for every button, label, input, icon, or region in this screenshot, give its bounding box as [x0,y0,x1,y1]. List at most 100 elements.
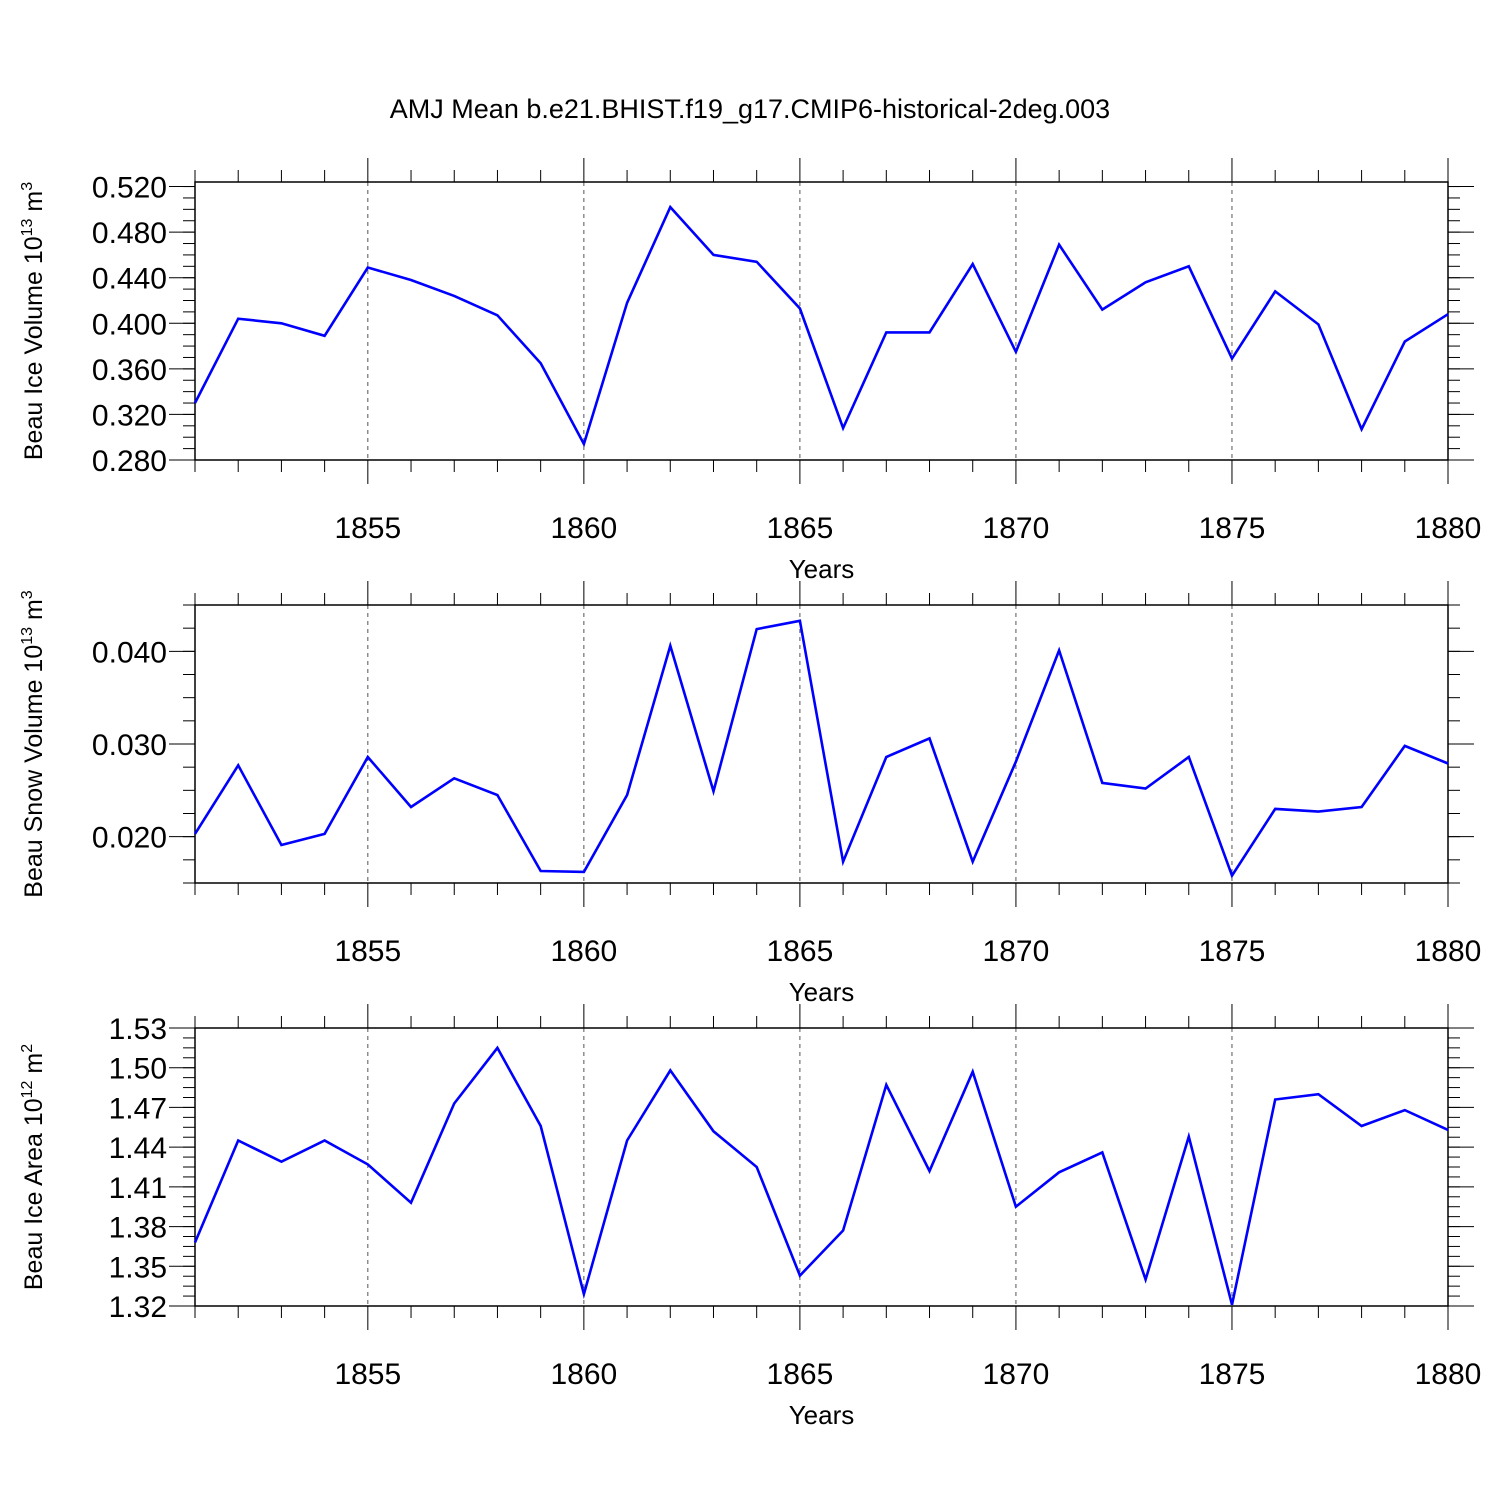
data-point [1360,427,1364,431]
y-tick-label: 1.44 [109,1132,167,1165]
data-point [668,205,672,209]
data-point [495,793,499,797]
x-tick-label: 1855 [334,1358,401,1391]
data-point [668,1068,672,1072]
data-point [409,278,413,282]
data-point [1446,312,1450,316]
y-tick-label: 0.440 [92,263,167,296]
data-point [582,1292,586,1296]
series-line [193,1045,1449,1306]
data-point [625,793,629,797]
x-tick-label: 1860 [550,935,617,968]
y-tick-label: 1.41 [109,1172,167,1205]
y-tick-label: 1.53 [109,1013,167,1046]
x-tick-label: 1865 [767,512,834,545]
plot-frame [194,181,1449,461]
data-point [1100,308,1104,312]
chart-panel-2: 1855 1860 1865 1870 1875 1880 Years 0.020 0.030 0… [19,581,1481,1007]
y-tick-label: 0.040 [92,636,167,669]
data-point [1230,1303,1234,1307]
data-point [798,619,802,623]
data-point [1057,243,1061,247]
data-point [971,1070,975,1074]
data-point [366,755,370,759]
data-point [1057,648,1061,652]
data-point [971,262,975,266]
x-tick-label: 1880 [1415,1358,1482,1391]
x-axis-label: Years [789,977,855,1007]
series-line [193,204,1449,448]
y-tick-label: 0.280 [92,445,167,478]
data-point [1144,786,1148,790]
y-axis-label: Beau Ice Volume 1013 m3 [19,182,48,460]
data-point [755,627,759,631]
data-point [452,776,456,780]
data-point [1273,289,1277,293]
data-point [798,306,802,310]
data-point [928,736,932,740]
data-point [323,1139,327,1143]
data-point [1144,280,1148,284]
data-point [1403,744,1407,748]
data-point [1316,810,1320,814]
data-point [1230,357,1234,361]
y-tick-label: 0.320 [92,399,167,432]
y-tick-label: 0.520 [92,172,167,205]
y-tick-label: 1.50 [109,1053,167,1086]
data-point [193,401,197,405]
x-tick-label: 1875 [1199,1358,1266,1391]
chart-panel-3: 1855 1860 1865 1870 1875 1880 Years 1.32 1.35 1.3… [19,1004,1481,1430]
data-point [1014,760,1018,764]
data-point [711,253,715,257]
data-point [539,361,543,365]
data-point [452,1101,456,1105]
y-tick-label: 1.47 [109,1092,167,1125]
data-point [928,1169,932,1173]
data-point [1014,1205,1018,1209]
data-point [495,1046,499,1050]
data-point [1100,1150,1104,1154]
data-point [539,869,543,873]
data-point [1187,1135,1191,1139]
data-point [711,789,715,793]
data-point [1014,350,1018,354]
data-point [971,860,975,864]
data-point [841,426,845,430]
data-point [1230,874,1234,878]
data-point [884,755,888,759]
y-tick-label: 0.030 [92,729,167,762]
x-tick-label: 1880 [1415,512,1482,545]
data-point [1446,1128,1450,1132]
data-point [1316,1092,1320,1096]
x-axis-label: Years [789,554,855,584]
data-point [1403,340,1407,344]
y-tick-label: 1.38 [109,1212,167,1245]
data-point [582,870,586,874]
data-point [755,1165,759,1169]
data-point [884,330,888,334]
data-point [625,1139,629,1143]
x-tick-label: 1875 [1199,512,1266,545]
data-point [1100,781,1104,785]
x-tick-label: 1860 [550,1358,617,1391]
data-point [279,843,283,847]
data-point [668,644,672,648]
series-line [193,619,1449,879]
data-point [279,321,283,325]
y-tick-label: 1.32 [109,1291,167,1324]
data-point [928,330,932,334]
data-point [798,1274,802,1278]
data-point [495,313,499,317]
data-point [236,1139,240,1143]
data-point [711,1129,715,1133]
data-point [409,805,413,809]
data-point [236,317,240,321]
data-point [755,260,759,264]
y-tick-label: 0.020 [92,822,167,855]
data-point [193,1240,197,1244]
data-point [1144,1278,1148,1282]
x-axis-label: Years [789,1400,855,1430]
x-tick-label: 1855 [334,512,401,545]
figure-title: AMJ Mean b.e21.BHIST.f19_g17.CMIP6-histo… [390,94,1110,124]
